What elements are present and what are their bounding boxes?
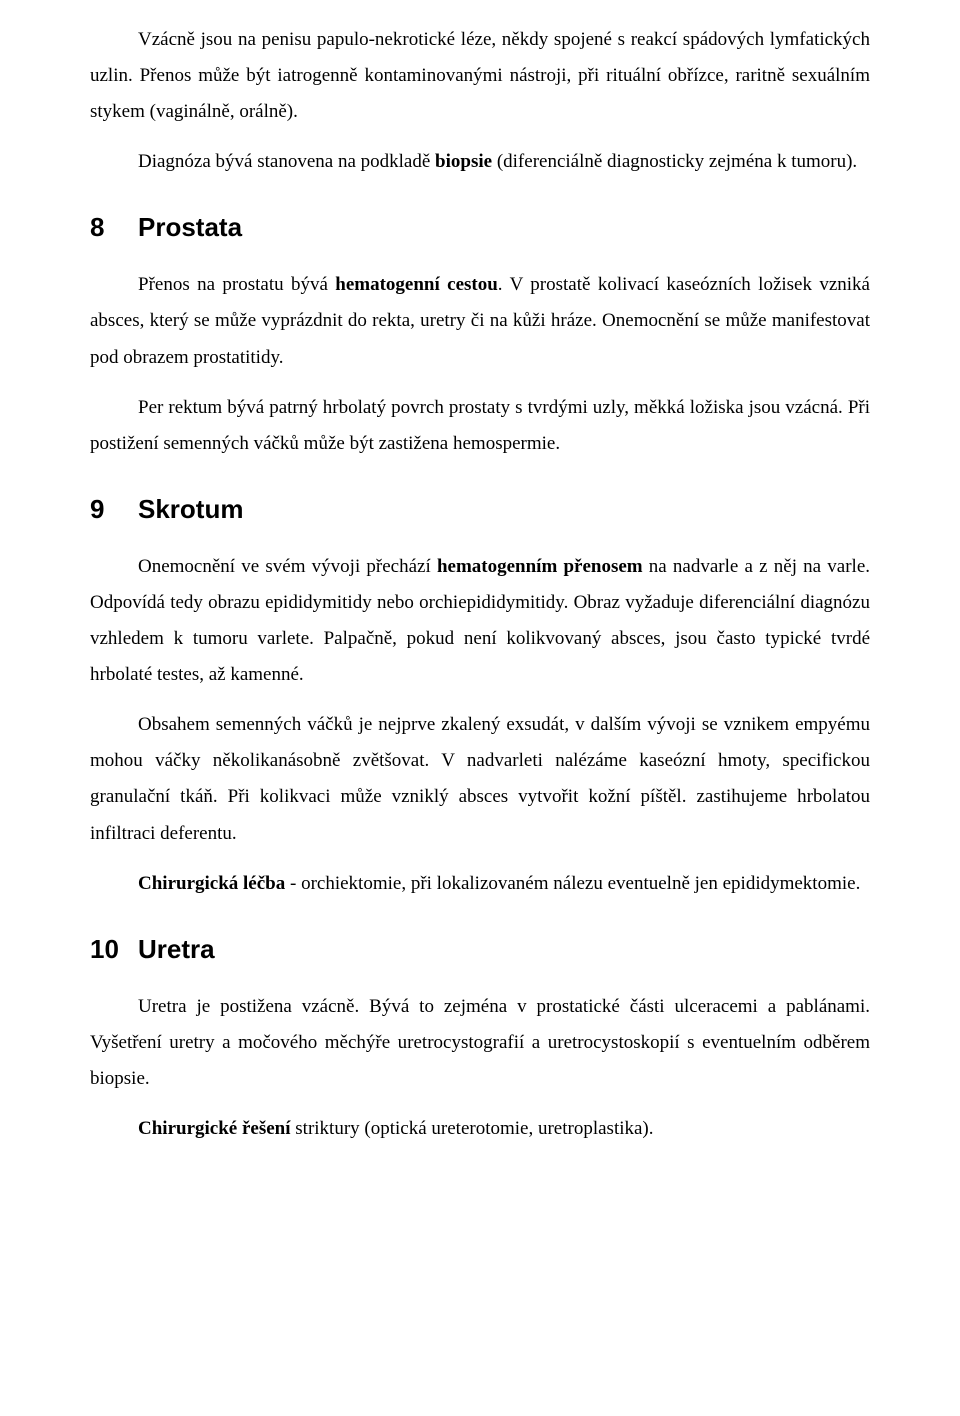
heading-text: Uretra	[138, 934, 215, 964]
text: Diagnóza bývá stanovena na podkladě	[138, 151, 435, 172]
heading-uretra: 10Uretra	[90, 934, 870, 965]
bold-text: Chirurgická léčba	[138, 873, 285, 894]
heading-text: Prostata	[138, 212, 242, 242]
heading-prostata: 8Prostata	[90, 212, 870, 243]
text: Přenos na prostatu bývá	[138, 274, 335, 295]
document-page: Vzácně jsou na penisu papulo-nekrotické …	[0, 0, 960, 1201]
paragraph: Diagnóza bývá stanovena na podkladě biop…	[90, 144, 870, 180]
paragraph: Chirurgická léčba - orchiektomie, při lo…	[90, 866, 870, 902]
heading-number: 10	[90, 934, 138, 965]
text: striktury (optická ureterotomie, uretrop…	[291, 1118, 654, 1139]
text: Onemocnění ve svém vývoji přechází	[138, 556, 437, 577]
paragraph: Přenos na prostatu bývá hematogenní cest…	[90, 267, 870, 375]
heading-number: 8	[90, 212, 138, 243]
paragraph: Obsahem semenných váčků je nejprve zkale…	[90, 707, 870, 851]
paragraph: Onemocnění ve svém vývoji přechází hemat…	[90, 549, 870, 693]
paragraph: Chirurgické řešení striktury (optická ur…	[90, 1111, 870, 1147]
bold-text: hematogenním přenosem	[437, 556, 643, 577]
bold-text: Chirurgické řešení	[138, 1118, 291, 1139]
heading-text: Skrotum	[138, 494, 243, 524]
text: (diferenciálně diagnosticky zejména k tu…	[492, 151, 857, 172]
heading-number: 9	[90, 494, 138, 525]
text: - orchiektomie, při lokalizovaném nálezu…	[285, 873, 860, 894]
paragraph: Uretra je postižena vzácně. Bývá to zejm…	[90, 989, 870, 1097]
heading-skrotum: 9Skrotum	[90, 494, 870, 525]
bold-text: biopsie	[435, 151, 492, 172]
paragraph: Per rektum bývá patrný hrbolatý povrch p…	[90, 390, 870, 462]
paragraph: Vzácně jsou na penisu papulo-nekrotické …	[90, 22, 870, 130]
bold-text: hematogenní cestou	[335, 274, 498, 295]
